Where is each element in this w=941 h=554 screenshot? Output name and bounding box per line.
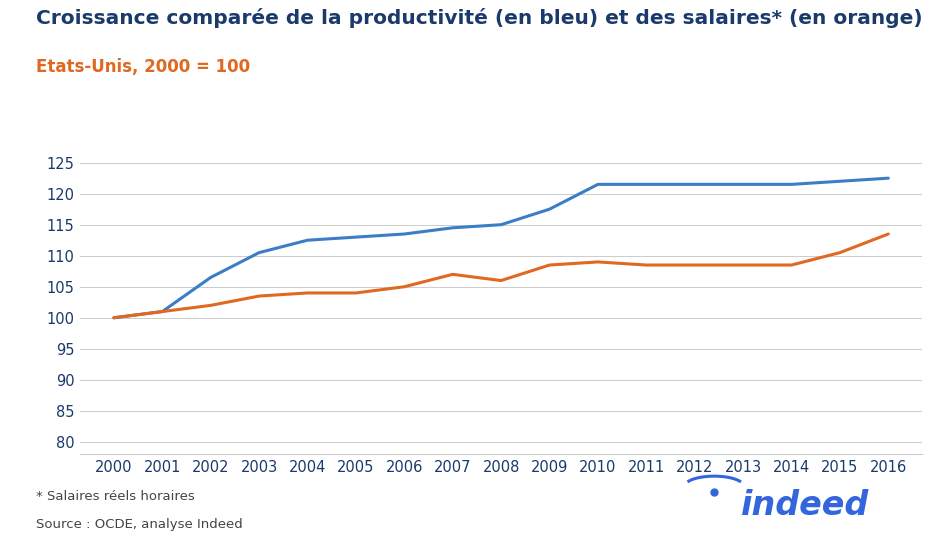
Text: Source : OCDE, analyse Indeed: Source : OCDE, analyse Indeed bbox=[36, 518, 243, 531]
Text: * Salaires réels horaires: * Salaires réels horaires bbox=[36, 490, 195, 503]
Text: Croissance comparée de la productivité (en bleu) et des salaires* (en orange): Croissance comparée de la productivité (… bbox=[36, 8, 922, 28]
Text: indeed: indeed bbox=[742, 489, 869, 522]
Text: Etats-Unis, 2000 = 100: Etats-Unis, 2000 = 100 bbox=[36, 58, 250, 76]
